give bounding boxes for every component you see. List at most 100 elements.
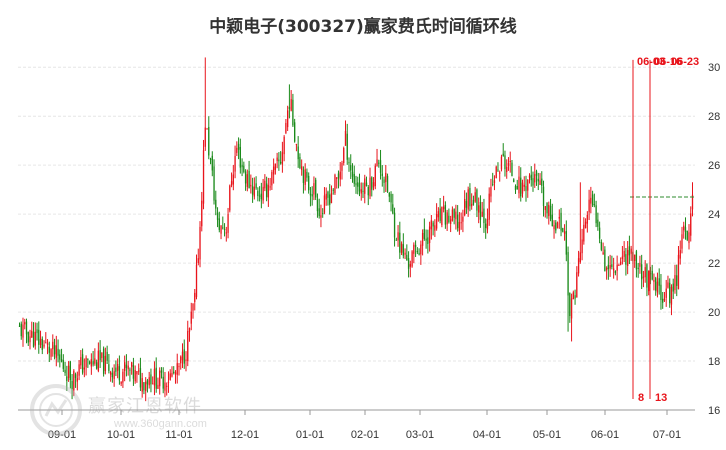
candle-body [448, 215, 450, 223]
candle-body [458, 221, 461, 231]
candle-body [383, 179, 385, 183]
candle-body [595, 205, 597, 224]
candle-body [381, 173, 383, 176]
candle-body [558, 216, 560, 219]
candle-body [635, 251, 638, 270]
candle-body [152, 383, 154, 385]
candle-body [167, 381, 170, 383]
candle-body [621, 256, 624, 260]
watermark-logo-icon [30, 384, 82, 436]
cycle-top-label: 06-16 [654, 56, 682, 68]
candle-body [52, 341, 54, 350]
candle-body [132, 365, 135, 379]
candle-body [656, 281, 659, 293]
candle-body [32, 331, 35, 347]
candle-body [239, 146, 241, 168]
candle-body [102, 348, 105, 374]
candle-body [187, 331, 189, 362]
candle-body [332, 189, 334, 191]
candle-body [109, 371, 112, 375]
candle-body [343, 148, 345, 164]
candle-body [435, 214, 438, 229]
candle-body [581, 239, 583, 254]
candle-body [169, 373, 171, 380]
candle-body [87, 359, 89, 361]
candle-body [507, 163, 510, 166]
candle-body [99, 350, 101, 361]
candle-body [341, 163, 343, 171]
candle-body [579, 252, 581, 263]
y-tick-label: 26 [708, 160, 720, 172]
candle-body [173, 371, 175, 374]
candle-body [509, 161, 511, 163]
candle-body [344, 130, 347, 146]
candle-body [495, 166, 497, 179]
candle-body [60, 359, 63, 362]
candle-body [306, 171, 308, 178]
candle-body [48, 346, 50, 353]
candle-body [46, 343, 49, 346]
candle-body [248, 170, 250, 188]
cycle-overlays: 06-03 8 06-16 13 06-23 [630, 56, 699, 404]
candle-body [227, 214, 229, 233]
candle-body [372, 182, 375, 188]
candle-body [677, 254, 680, 290]
candle-body [374, 165, 376, 187]
candle-body [365, 182, 368, 187]
candle-body [204, 127, 206, 147]
candle-body [527, 179, 529, 191]
candle-body [651, 270, 653, 280]
candle-body [411, 251, 413, 267]
candle-body [215, 199, 217, 209]
candle-body [313, 183, 315, 195]
candle-body [644, 267, 646, 278]
candle-body [488, 193, 490, 220]
y-tick-label: 18 [708, 356, 720, 368]
candle-body [576, 272, 578, 298]
candle-body [327, 191, 329, 198]
candle-body [323, 195, 326, 213]
candle-body [25, 321, 28, 335]
candle-body [62, 360, 64, 369]
candle-body [85, 357, 87, 368]
candle-body [138, 370, 140, 372]
candle-body [265, 183, 268, 198]
candle-body [523, 184, 525, 187]
candle-body [339, 171, 341, 180]
grid-lines [18, 66, 695, 411]
candle-body [483, 208, 485, 224]
candle-body [222, 227, 224, 229]
candle-body [563, 231, 566, 234]
candle-body [546, 202, 548, 214]
candle-body [336, 177, 338, 180]
candle-body [64, 369, 66, 374]
candle-body [367, 187, 369, 196]
candle-body [642, 276, 645, 278]
candle-body [604, 249, 606, 272]
candle-body [146, 380, 149, 385]
candle-body [428, 226, 431, 243]
candle-body [283, 136, 285, 155]
candle-body [286, 110, 289, 128]
x-tick-label: 07-01 [653, 429, 681, 441]
cycle-bottom-label: 13 [655, 392, 667, 404]
candle-body [444, 204, 447, 225]
candle-body [180, 356, 182, 364]
candle-body [449, 219, 452, 224]
candle-body [211, 155, 213, 171]
candle-body [528, 175, 531, 178]
candle-body [555, 222, 557, 231]
candle-body [460, 222, 462, 224]
y-tick-label: 24 [708, 209, 720, 221]
candle-body [257, 190, 259, 197]
candle-body [295, 144, 298, 146]
candle-body [316, 199, 319, 212]
candle-body [467, 189, 469, 210]
candle-body [311, 194, 313, 197]
candle-body [588, 199, 590, 213]
candle-body [213, 166, 215, 201]
candle-body [188, 327, 191, 332]
candle-body [641, 264, 643, 280]
candle-body [506, 166, 508, 172]
y-axis: 16 18 20 22 24 26 28 30 [708, 62, 720, 417]
